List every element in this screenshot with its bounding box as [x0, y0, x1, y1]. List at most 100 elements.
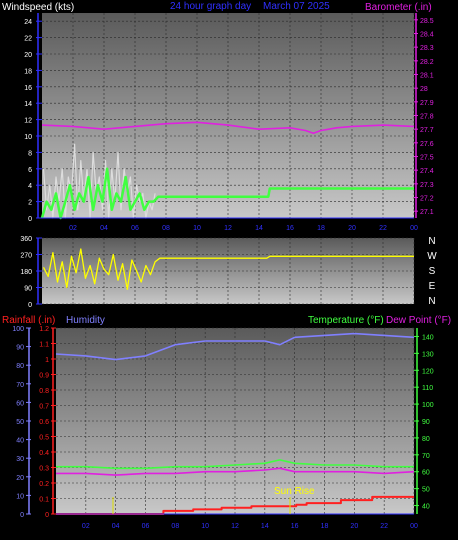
windspeed-tick-label: 8	[28, 150, 32, 157]
rain-x-tick-label: 16	[291, 523, 299, 530]
windspeed-tick-label: 16	[24, 85, 32, 92]
barometer-tick-label: 28	[420, 86, 428, 93]
rainfall-tick-label: 0.8	[39, 388, 49, 395]
barometer-tick-label: 27.6	[420, 141, 434, 148]
graph-period-title: 24 hour graph day	[170, 1, 251, 12]
temperature-tick-label: 140	[422, 334, 434, 341]
barometer-tick-label: 28.5	[420, 18, 434, 25]
humidity-tick-label: 70	[16, 382, 24, 389]
wind-x-tick-label: 12	[224, 225, 232, 232]
barometer-tick-label: 28.4	[420, 32, 434, 39]
barometer-tick-label: 27.2	[420, 196, 434, 203]
rain-x-tick-label: 04	[112, 523, 120, 530]
direction-tick-label: 0	[28, 302, 32, 309]
windspeed-tick-label: 14	[24, 101, 32, 108]
humidity-tick-label: 10	[16, 493, 24, 500]
barometer-series-line	[41, 121, 415, 135]
temperature-tick-label: 130	[422, 351, 434, 358]
rainfall-tick-label: 0	[45, 512, 49, 519]
rain-x-tick-label: 10	[201, 523, 209, 530]
barometer-tick-label: 27.8	[420, 114, 434, 121]
compass-label: W	[427, 251, 437, 262]
rainfall-tick-label: 0.6	[39, 419, 49, 426]
rain-x-tick-label: 20	[350, 523, 358, 530]
direction-tick-label: 270	[20, 253, 32, 260]
direction-series-line	[42, 248, 414, 290]
windspeed-tick-label: 18	[24, 68, 32, 75]
humidity-tick-label: 80	[16, 363, 24, 370]
rainfall-tick-label: 1.1	[39, 342, 49, 349]
humidity-series-line	[55, 332, 415, 361]
rainfall-tick-label: 0.7	[39, 404, 49, 411]
dewpoint-axis-title: Dew Point (°F)	[386, 315, 451, 326]
rainfall-tick-label: 0.5	[39, 435, 49, 442]
humidity-tick-label: 30	[16, 456, 24, 463]
wind-x-tick-label: 10	[193, 225, 201, 232]
graph-date: March 07 2025	[263, 1, 330, 12]
compass-label: N	[428, 236, 435, 247]
temperature-series-line	[56, 459, 414, 470]
rainfall-tick-label: 0.9	[39, 373, 49, 380]
humidity-tick-label: 40	[16, 438, 24, 445]
rain-x-tick-label: 22	[380, 523, 388, 530]
rainfall-tick-label: 1.2	[39, 326, 49, 333]
wind-x-tick-label: 04	[100, 225, 108, 232]
barometer-tick-label: 28.2	[420, 59, 434, 66]
temperature-tick-label: 90	[422, 419, 430, 426]
windspeed-axis-title: Windspeed (kts)	[2, 2, 74, 13]
windspeed-tick-label: 2	[28, 200, 32, 207]
direction-tick-label: 360	[20, 236, 32, 243]
dewpoint-series-line	[56, 467, 415, 476]
rainfall-tick-label: 0.3	[39, 466, 49, 473]
compass-label: E	[429, 281, 436, 292]
barometer-tick-label: 28.1	[420, 73, 434, 80]
compass-label: S	[429, 266, 436, 277]
rainfall-axis-title: Rainfall (.in)	[2, 315, 55, 326]
windspeed-tick-label: 24	[24, 19, 32, 26]
temperature-tick-label: 110	[422, 385, 433, 392]
barometer-tick-label: 28.3	[420, 45, 434, 52]
direction-tick-label: 90	[24, 286, 32, 293]
humidity-tick-label: 90	[16, 345, 24, 352]
average-series-line	[40, 167, 414, 220]
humidity-tick-label: 60	[16, 400, 24, 407]
windspeed-tick-label: 12	[24, 118, 32, 125]
rain-x-tick-label: 02	[82, 523, 90, 530]
rain-x-tick-label: 08	[171, 523, 179, 530]
rainfall-tick-label: 0.1	[39, 497, 49, 504]
wind-x-tick-label: 02	[69, 225, 77, 232]
barometer-axis-title: Barometer (.in)	[365, 2, 432, 13]
wind-x-tick-label: 22	[379, 225, 387, 232]
barometer-tick-label: 27.1	[420, 209, 434, 216]
compass-label: N	[428, 296, 435, 307]
wind-x-tick-label: 06	[131, 225, 139, 232]
rainfall-tick-label: 0.4	[39, 450, 49, 457]
windspeed-tick-label: 20	[24, 52, 32, 59]
barometer-tick-label: 27.7	[420, 127, 434, 134]
temperature-tick-label: 50	[422, 487, 430, 494]
humidity-tick-label: 20	[16, 475, 24, 482]
temperature-tick-label: 70	[422, 453, 430, 460]
rain-x-tick-label: 06	[142, 523, 150, 530]
wind-x-tick-label: 14	[255, 225, 263, 232]
gust-series-line	[42, 143, 156, 219]
windspeed-tick-label: 0	[28, 216, 32, 223]
rainfall-tick-label: 1	[45, 357, 49, 364]
temperature-tick-label: 60	[422, 470, 430, 477]
windspeed-tick-label: 22	[24, 36, 32, 43]
rain-x-tick-label: 14	[261, 523, 269, 530]
windspeed-tick-label: 10	[24, 134, 32, 141]
barometer-tick-label: 27.9	[420, 100, 434, 107]
windspeed-tick-label: 4	[28, 183, 32, 190]
sunrise-label: Sun Rise	[274, 486, 315, 497]
wind-x-tick-label: 18	[317, 225, 325, 232]
direction-tick-label: 180	[20, 269, 32, 276]
wind-x-tick-label: 20	[348, 225, 356, 232]
barometer-tick-label: 27.5	[420, 155, 434, 162]
rain-x-tick-label: 00	[410, 523, 418, 530]
temperature-tick-label: 100	[422, 402, 434, 409]
humidity-axis-title: Humidity	[66, 315, 105, 326]
humidity-tick-label: 100	[12, 326, 24, 333]
